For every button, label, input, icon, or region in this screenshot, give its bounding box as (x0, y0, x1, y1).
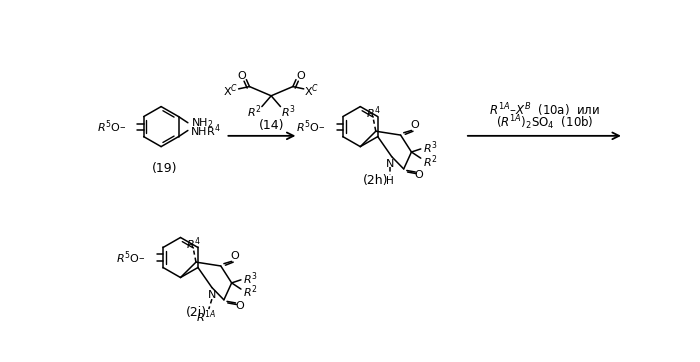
Text: $R^5$O–: $R^5$O– (97, 118, 127, 135)
Text: $R^5$O–: $R^5$O– (116, 249, 146, 266)
Text: N: N (208, 290, 216, 300)
Text: ($R^{1A}$)$_2$SO$_4$  (10b): ($R^{1A}$)$_2$SO$_4$ (10b) (496, 113, 594, 132)
Text: $R^{1A}$: $R^{1A}$ (195, 308, 216, 325)
Text: O: O (410, 120, 419, 130)
Text: (19): (19) (153, 163, 178, 176)
Text: (2i): (2i) (186, 307, 206, 319)
Text: NHR$^4$: NHR$^4$ (190, 122, 220, 139)
Text: X$^C$: X$^C$ (304, 82, 319, 99)
Text: $R^2$: $R^2$ (243, 284, 258, 300)
Text: H: H (386, 176, 394, 186)
Text: O: O (237, 71, 246, 81)
Text: $R^4$: $R^4$ (366, 105, 381, 121)
Text: $R^5$O–: $R^5$O– (296, 118, 326, 135)
Text: $R^2$: $R^2$ (423, 153, 438, 169)
Text: $R^2$: $R^2$ (247, 103, 261, 119)
Text: $R^4$: $R^4$ (186, 235, 201, 252)
Text: O: O (296, 71, 305, 81)
Text: O: O (230, 251, 239, 261)
Text: $R^3$: $R^3$ (423, 139, 438, 156)
Text: O: O (415, 170, 424, 180)
Text: (14): (14) (258, 119, 284, 131)
Text: $R^3$: $R^3$ (281, 103, 295, 119)
Text: NH$_2$: NH$_2$ (190, 116, 213, 130)
Text: $R^{1A}$–$X^B$  (10a)  или: $R^{1A}$–$X^B$ (10a) или (489, 102, 601, 119)
Text: X$^C$: X$^C$ (223, 82, 239, 99)
Text: $R^3$: $R^3$ (243, 270, 258, 287)
Text: (2h): (2h) (363, 174, 389, 187)
Text: N: N (386, 159, 394, 169)
Text: O: O (235, 301, 244, 311)
